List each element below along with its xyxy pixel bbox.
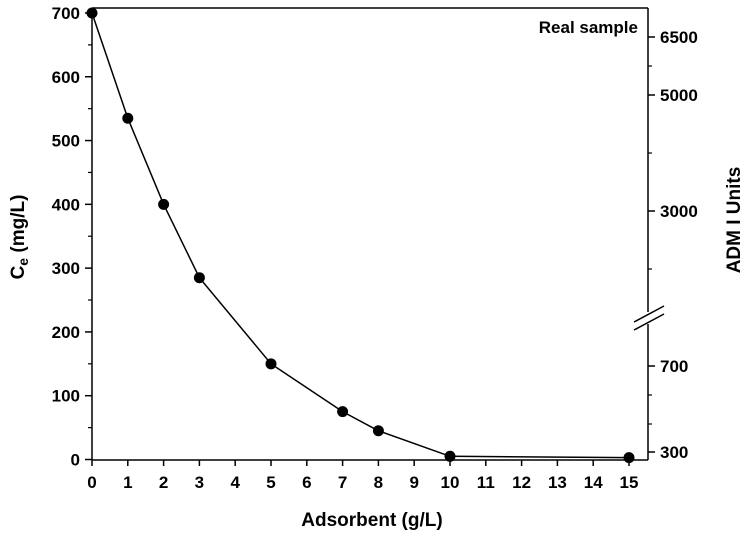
y2-axis-break-mark	[633, 305, 665, 323]
y-tick-label: 300	[52, 259, 80, 278]
x-tick-label: 14	[584, 473, 603, 492]
x-tick-label: 11	[477, 473, 495, 492]
series-line	[91, 12, 630, 459]
x-tick-label: 8	[374, 473, 383, 492]
x-tick-label: 5	[266, 473, 275, 492]
data-point	[86, 7, 98, 19]
data-point	[623, 452, 635, 464]
annotation-real-sample: Real sample	[539, 18, 638, 37]
axis-labels: 0 1 2 3 4 5 6 7 8 9 10 11 12 13 14 15010020030040050060…	[52, 4, 698, 492]
y-tick-label: 400	[52, 195, 80, 214]
y2-tick-label: 3000	[660, 202, 698, 221]
x-axis-title: Adsorbent (g/L)	[301, 510, 442, 531]
y-tick-label: 600	[52, 68, 80, 87]
data-points	[86, 7, 635, 464]
y2-tick-label: 6500	[660, 28, 698, 47]
axes	[85, 7, 665, 466]
y2-axis-break-mark	[633, 313, 665, 331]
data-point	[265, 358, 277, 370]
x-tick-label: 6	[302, 473, 311, 492]
y2-axis-title: ADM I Units	[724, 167, 744, 274]
data-point	[372, 425, 384, 437]
data-point	[337, 406, 349, 418]
x-tick-label: 9	[409, 473, 418, 492]
y-tick-label: 0	[71, 451, 80, 470]
data-point	[193, 272, 205, 284]
data-point	[158, 198, 170, 210]
x-tick-label: 12	[512, 473, 531, 492]
x-tick-label: 10	[441, 473, 460, 492]
y2-tick-label: 5000	[660, 86, 698, 105]
y2-tick-label: 700	[660, 357, 688, 376]
x-tick-label: 3	[195, 473, 204, 492]
y-tick-label: 500	[52, 132, 80, 151]
y-axis-title-subscript: e	[15, 258, 31, 266]
x-tick-label: 1	[123, 473, 132, 492]
y-axis-title-unit: (mg/L)	[8, 195, 29, 258]
x-tick-label: 4	[230, 473, 240, 492]
x-tick-label: 15	[620, 473, 639, 492]
data-point	[122, 112, 134, 124]
y-axis-title: Ce (mg/L)	[8, 195, 31, 280]
data-point	[444, 450, 456, 462]
y-tick-label: 100	[52, 387, 80, 406]
y-tick-label: 200	[52, 323, 80, 342]
x-tick-label: 0	[87, 473, 96, 492]
x-tick-label: 7	[338, 473, 347, 492]
series-line-group	[91, 12, 630, 459]
y-tick-label: 700	[52, 4, 80, 23]
x-tick-label: 13	[548, 473, 567, 492]
y-axis-title-main: C	[8, 265, 29, 279]
y2-tick-label: 300	[660, 443, 688, 462]
x-tick-label: 2	[159, 473, 168, 492]
